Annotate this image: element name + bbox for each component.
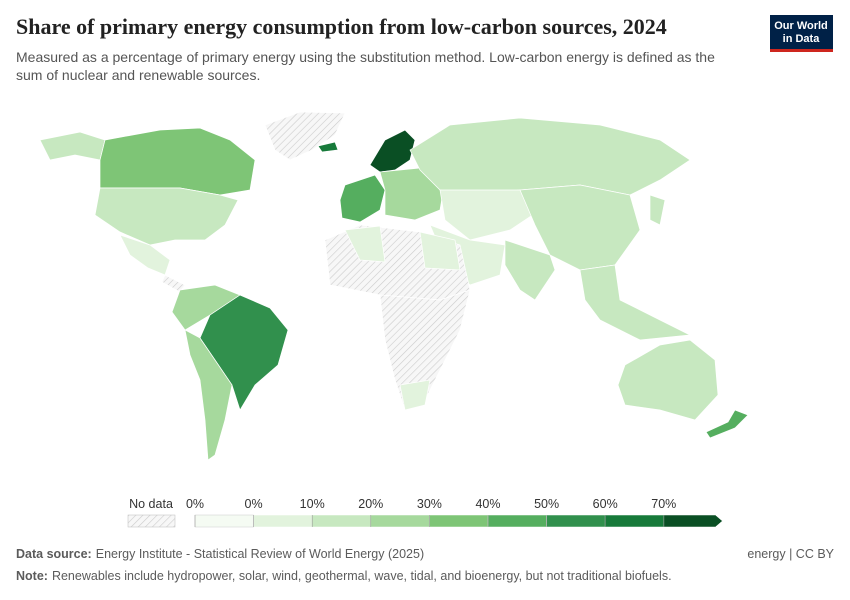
- legend-swatch: [429, 514, 489, 528]
- south-america-south: [184, 329, 233, 461]
- legend-swatch: [253, 514, 313, 528]
- canada: [99, 127, 256, 196]
- legend-swatch: [194, 514, 254, 528]
- logo[interactable]: Our World in Data: [770, 15, 833, 52]
- subtitle: Measured as a percentage of primary ener…: [16, 49, 715, 83]
- legend-swatch: [604, 514, 665, 528]
- logo-underline: [770, 49, 833, 52]
- label: Data source:: [16, 547, 92, 561]
- legend-tick-label: 10%: [300, 497, 325, 511]
- greenland: [264, 111, 346, 161]
- europe-west: [339, 174, 386, 223]
- text: Energy Institute - Statistical Review of…: [96, 547, 424, 561]
- logo-text: Our World: [774, 20, 828, 32]
- legend-tick-label: 50%: [534, 497, 559, 511]
- legend-tick-label: 60%: [593, 497, 618, 511]
- logo-text: in Data: [783, 33, 821, 45]
- australia: [617, 339, 719, 421]
- subtitle-line: sum of nuclear and renewable sources.: [16, 67, 260, 83]
- map: [39, 111, 749, 461]
- legend-tick-label: 70%: [651, 497, 676, 511]
- legend-swatch: [663, 514, 723, 528]
- usa: [94, 187, 239, 246]
- legend-swatch: [546, 514, 606, 528]
- russia: [409, 117, 691, 196]
- legend-tick-label: 30%: [417, 497, 442, 511]
- se-asia: [579, 264, 692, 341]
- subtitle-line: Measured as a percentage of primary ener…: [16, 49, 715, 65]
- legend-tick-label: 0%: [186, 497, 204, 511]
- license: energy | CC BY: [747, 547, 834, 561]
- source: Data source: Energy Institute - Statistic…: [16, 547, 424, 561]
- no-data-label: No data: [129, 497, 173, 511]
- iceland: [317, 141, 339, 153]
- africa-south: [379, 289, 471, 411]
- legend-swatch: [311, 514, 372, 528]
- japan: [649, 194, 666, 226]
- legend-tick-label: 20%: [358, 497, 383, 511]
- india: [504, 239, 556, 301]
- legend-swatch: [370, 514, 430, 528]
- scandinavia: [369, 129, 416, 173]
- label: Note:: [16, 569, 48, 583]
- text: Renewables include hydropower, solar, wi…: [52, 569, 672, 583]
- legend-tick-label: 40%: [475, 497, 500, 511]
- no-data-swatch: [127, 514, 176, 528]
- alaska: [39, 131, 106, 161]
- logo-box: [770, 15, 833, 49]
- legend-tick-label: 0%: [245, 497, 263, 511]
- south-africa: [399, 379, 431, 411]
- legend: No data 0% 0% 10% 20% 30% 40% 50% 60% 70%: [127, 497, 723, 528]
- algeria-egypt: [344, 225, 461, 271]
- new-zealand: [705, 409, 749, 439]
- legend-swatch: [487, 514, 547, 528]
- title: Share of primary energy consumption from…: [16, 14, 667, 39]
- note: Note: Renewables include hydropower, sola…: [16, 569, 672, 583]
